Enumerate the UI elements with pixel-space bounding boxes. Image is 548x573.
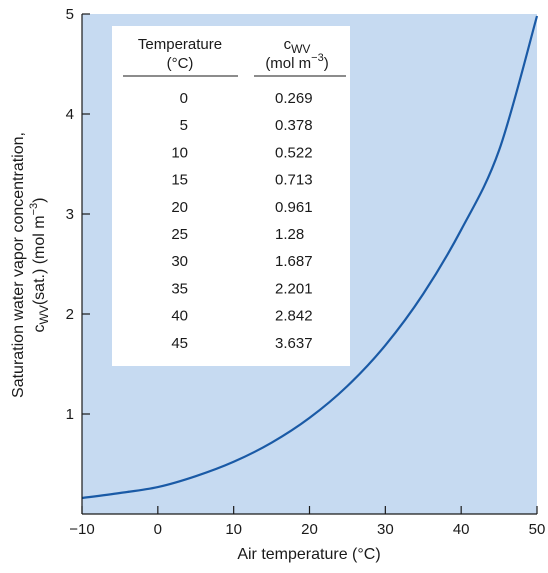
x-tick-label: 10 xyxy=(225,521,242,538)
table-cell-cwv: 0.961 xyxy=(275,199,313,216)
table-header-cwv-unit-sup: −3 xyxy=(311,52,324,64)
table-cell-cwv: 0.522 xyxy=(275,144,313,161)
table-cell-cwv: 2.201 xyxy=(275,280,313,297)
y-tick-label: 4 xyxy=(66,106,74,123)
table-cell-cwv: 0.713 xyxy=(275,172,313,189)
table-header-cwv-sub: WV xyxy=(291,42,310,56)
table-cell-cwv: 2.842 xyxy=(275,308,313,325)
table-cell-cwv: 1.687 xyxy=(275,253,313,270)
x-tick-label: −10 xyxy=(69,521,94,538)
x-tick-label: 20 xyxy=(301,521,318,538)
y-axis-title-end: ) xyxy=(31,198,48,203)
table-rows: 0 0.269 5 0.378 10 0.522 15 0.713 20 0.961 25 1.28 3… xyxy=(171,90,312,352)
y-tick-label: 3 xyxy=(66,206,74,223)
y-ticks: 1 2 3 4 5 xyxy=(66,6,90,423)
y-axis-title-sub: WV xyxy=(37,305,51,324)
table-cell-temperature: 40 xyxy=(171,308,188,325)
table-cell-temperature: 0 xyxy=(180,90,188,107)
table-cell-temperature: 20 xyxy=(171,199,188,216)
table-cell-temperature: 5 xyxy=(180,117,188,134)
table-cell-temperature: 35 xyxy=(171,280,188,297)
y-axis-title-line1: Saturation water vapor concentration, xyxy=(10,132,27,398)
table-cell-temperature: 15 xyxy=(171,172,188,189)
table-cell-temperature: 30 xyxy=(171,253,188,270)
table-header-cwv-unit-post: ) xyxy=(324,55,329,72)
data-table: Temperature (°C) cWV (mol m−3) 0 0.269 5 0.… xyxy=(112,26,350,366)
data-line xyxy=(81,15,539,500)
x-axis-title: Air temperature (°C) xyxy=(237,546,380,563)
y-axis-title-2: cWV(sat.) (mol m−3) xyxy=(28,198,51,333)
table-cell-cwv: 0.269 xyxy=(275,90,313,107)
y-tick-label: 5 xyxy=(66,6,74,23)
table-cell-cwv: 0.378 xyxy=(275,117,313,134)
x-tick-label: 40 xyxy=(453,521,470,538)
table-cell-temperature: 45 xyxy=(171,335,188,352)
y-tick-label: 1 xyxy=(66,406,74,423)
table-header-temperature-unit: (°C) xyxy=(167,55,194,72)
table-cell-temperature: 25 xyxy=(171,226,188,243)
y-tick-label: 2 xyxy=(66,306,74,323)
y-axis-title: Saturation water vapor concentration, xyxy=(10,132,27,398)
table-header-cwv-unit: (mol m−3) xyxy=(265,52,328,72)
table-header-cwv-main: c xyxy=(284,36,292,53)
x-tick-label: 50 xyxy=(529,521,546,538)
table-cell-temperature: 10 xyxy=(171,144,188,161)
y-axis-title-line2: cWV(sat.) (mol m−3) xyxy=(28,198,51,333)
table-header-cwv-unit-pre: (mol m xyxy=(265,55,311,72)
table-header-temperature: Temperature xyxy=(138,36,222,53)
table-cell-cwv: 3.637 xyxy=(275,335,313,352)
y-axis-title-sup: −3 xyxy=(28,203,40,216)
table-header-cwv: cWV xyxy=(284,36,311,56)
y-axis-title-rest: (sat.) (mol m xyxy=(31,215,48,305)
y-axis-title-c: c xyxy=(31,325,48,333)
table-cell-cwv: 1.28 xyxy=(275,226,304,243)
x-tick-label: 0 xyxy=(154,521,162,538)
x-ticks: −10 0 10 20 30 40 50 xyxy=(69,506,545,538)
x-tick-label: 30 xyxy=(377,521,394,538)
table-background xyxy=(112,26,350,366)
